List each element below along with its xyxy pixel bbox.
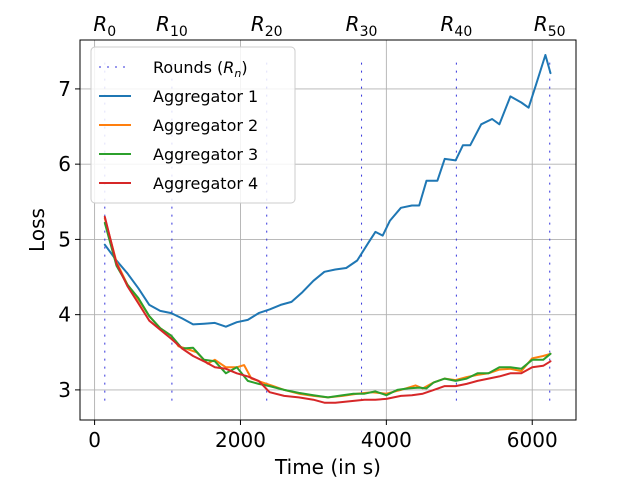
y-axis: 3 4 5 6 7	[58, 77, 80, 402]
round-label-20: R20	[251, 12, 283, 40]
series-line-3	[103, 221, 552, 399]
legend-box	[90, 46, 296, 204]
x-tick-label: 6000	[507, 428, 558, 452]
y-tick-label: 3	[58, 378, 71, 402]
series-line-1	[103, 54, 552, 328]
x-tick-label: 4000	[361, 428, 412, 452]
y-tick-label: 4	[58, 303, 71, 327]
y-axis-title: Loss	[25, 208, 49, 252]
x-tick-label: 0	[88, 428, 101, 452]
y-tick-label: 6	[58, 152, 71, 176]
legend-label-3: Aggregator 3	[153, 145, 258, 164]
round-labels: R0 R10 R20 R30 R40 R50	[93, 12, 565, 40]
round-label-50: R50	[534, 12, 566, 40]
legend-label-rounds: Rounds (Rn)	[153, 58, 248, 80]
y-tick-label: 7	[58, 77, 71, 101]
y-tick-label: 5	[58, 227, 71, 251]
legend-label-4: Aggregator 4	[153, 174, 258, 193]
round-label-0: R0	[93, 12, 116, 40]
round-label-10: R10	[156, 12, 188, 40]
x-tick-label: 2000	[215, 428, 266, 452]
plot-frame	[79, 39, 577, 421]
series-layer	[103, 54, 552, 404]
round-label-40: R40	[441, 12, 473, 40]
series-line-4	[103, 215, 552, 404]
legend: Rounds (Rn) Aggregator 1 Aggregator 2 Aggre…	[90, 46, 296, 204]
round-label-30: R30	[346, 12, 378, 40]
legend-label-1: Aggregator 1	[153, 87, 258, 106]
x-axis-title: Time (in s)	[274, 455, 381, 479]
series-line-2	[103, 217, 552, 399]
x-axis: 0 2000 4000 6000	[88, 420, 558, 452]
legend-label-2: Aggregator 2	[153, 116, 258, 135]
